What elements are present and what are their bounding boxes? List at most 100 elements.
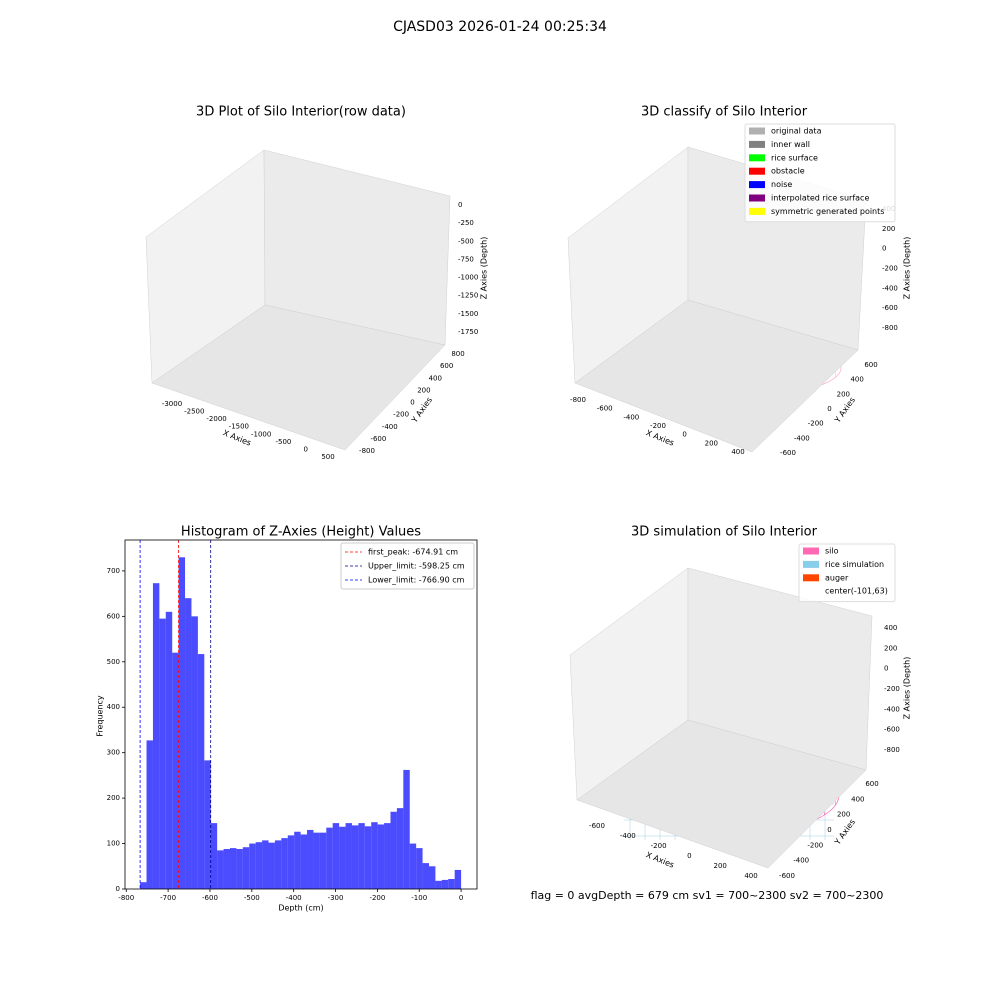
y-tick-label: 600 bbox=[440, 362, 453, 370]
x-tick-label: -600 bbox=[597, 405, 613, 413]
bar bbox=[351, 825, 359, 889]
x-tick-label: -800 bbox=[118, 894, 134, 902]
bar bbox=[185, 598, 192, 889]
x-tick-label: -400 bbox=[620, 832, 636, 840]
legend-label: obstacle bbox=[771, 167, 805, 176]
legend-swatch bbox=[749, 140, 765, 148]
x-tick-label: -300 bbox=[328, 894, 344, 902]
bar bbox=[262, 840, 269, 889]
y-tick-label: -600 bbox=[780, 449, 796, 457]
x-tick-label: -500 bbox=[244, 894, 260, 902]
x-tick-label: 0 bbox=[459, 894, 463, 902]
chart-title: 3D simulation of Silo Interior bbox=[631, 525, 818, 540]
bar bbox=[448, 879, 455, 889]
bar bbox=[377, 824, 385, 889]
bar bbox=[307, 829, 314, 889]
bar bbox=[152, 583, 160, 889]
bar bbox=[197, 654, 205, 889]
bar bbox=[396, 808, 404, 889]
bar bbox=[454, 869, 462, 889]
x-tick-label: 400 bbox=[744, 872, 757, 880]
bar bbox=[191, 616, 198, 889]
y-tick-label: 0 bbox=[410, 399, 414, 407]
legend-box bbox=[798, 543, 896, 603]
bar bbox=[242, 847, 250, 889]
y-tick-label: -400 bbox=[382, 423, 398, 431]
z-tick-label: -800 bbox=[884, 746, 900, 754]
footer: flag = 0 avgDepth = 679 cm sv1 = 700~230… bbox=[531, 889, 884, 902]
x-tick-label: -3000 bbox=[162, 400, 182, 408]
y-tick-label: 0 bbox=[827, 405, 831, 413]
bar bbox=[326, 827, 333, 889]
legend-label: rice simulation bbox=[825, 560, 884, 569]
bar bbox=[384, 823, 391, 889]
x-tick-label: -700 bbox=[160, 894, 176, 902]
y-axis-label: Frequency bbox=[96, 695, 105, 737]
y-tick-label: 600 bbox=[865, 780, 878, 788]
bar bbox=[422, 863, 429, 889]
z-tick-label: -400 bbox=[884, 705, 900, 713]
y-tick-label: -200 bbox=[807, 841, 823, 849]
z-tick-label: 200 bbox=[882, 225, 895, 233]
x-axis-label: Depth (cm) bbox=[278, 904, 323, 913]
bar bbox=[172, 652, 179, 889]
bar bbox=[204, 760, 211, 889]
y-tick-label: 800 bbox=[451, 350, 464, 358]
z-tick-label: -1500 bbox=[458, 310, 478, 318]
bar bbox=[287, 835, 295, 889]
y-tick-label: -400 bbox=[794, 434, 810, 442]
z-tick-label: -200 bbox=[882, 265, 898, 273]
legend-label: Lower_limit: -766.90 cm bbox=[368, 576, 465, 585]
z-tick-label: -1000 bbox=[458, 274, 478, 282]
x-tick-label: -200 bbox=[369, 894, 385, 902]
y-tick-label: -800 bbox=[359, 447, 375, 455]
x-tick-label: 200 bbox=[705, 439, 718, 447]
x-tick-label: -600 bbox=[589, 822, 605, 830]
x-tick-label: 200 bbox=[714, 862, 727, 870]
y-tick-label: 200 bbox=[417, 386, 430, 394]
bar bbox=[319, 832, 327, 889]
x-tick-label: 0 bbox=[687, 852, 691, 860]
z-tick-label: -750 bbox=[458, 255, 474, 263]
z-tick-label: 0 bbox=[458, 201, 462, 209]
legend-label: center(-101,63) bbox=[825, 587, 888, 596]
bar bbox=[313, 832, 320, 889]
z-tick-label: 400 bbox=[884, 624, 897, 632]
y-tick-label: -600 bbox=[370, 435, 386, 443]
y-tick-label: 700 bbox=[107, 567, 120, 575]
pane bbox=[574, 299, 859, 453]
y-tick-label: 500 bbox=[107, 658, 120, 666]
bar bbox=[223, 849, 230, 889]
bar bbox=[345, 823, 352, 889]
legend-swatch bbox=[803, 560, 819, 568]
x-tick-label: -2000 bbox=[206, 415, 226, 423]
legend-swatch bbox=[803, 547, 819, 555]
y-tick-label: -200 bbox=[393, 411, 409, 419]
legend-swatch bbox=[803, 574, 819, 582]
bar bbox=[371, 822, 378, 889]
x-tick-label: 400 bbox=[731, 448, 744, 456]
legend-label: silo bbox=[825, 547, 839, 556]
bar bbox=[441, 879, 449, 889]
x-tick-label: 0 bbox=[303, 445, 307, 453]
legend-swatch bbox=[749, 154, 765, 162]
legend-swatch bbox=[749, 127, 765, 135]
z-tick-label: -400 bbox=[882, 284, 898, 292]
y-tick-label: 300 bbox=[107, 749, 120, 757]
bar bbox=[229, 848, 237, 889]
x-tick-label: -600 bbox=[202, 894, 218, 902]
z-tick-label: -1250 bbox=[458, 292, 478, 300]
y-tick-label: 400 bbox=[107, 703, 120, 711]
bar bbox=[178, 557, 186, 889]
bar bbox=[364, 826, 372, 889]
bar bbox=[210, 823, 218, 889]
axes-frame bbox=[124, 539, 478, 890]
legend-label: first_peak: -674.91 cm bbox=[368, 548, 458, 557]
bar bbox=[146, 740, 153, 889]
x-tick-label: -1000 bbox=[251, 430, 271, 438]
y-tick-label: 600 bbox=[864, 361, 877, 369]
y-tick-label: 600 bbox=[107, 612, 120, 620]
legend-swatch bbox=[749, 207, 765, 215]
y-tick-label: 0 bbox=[116, 885, 120, 893]
